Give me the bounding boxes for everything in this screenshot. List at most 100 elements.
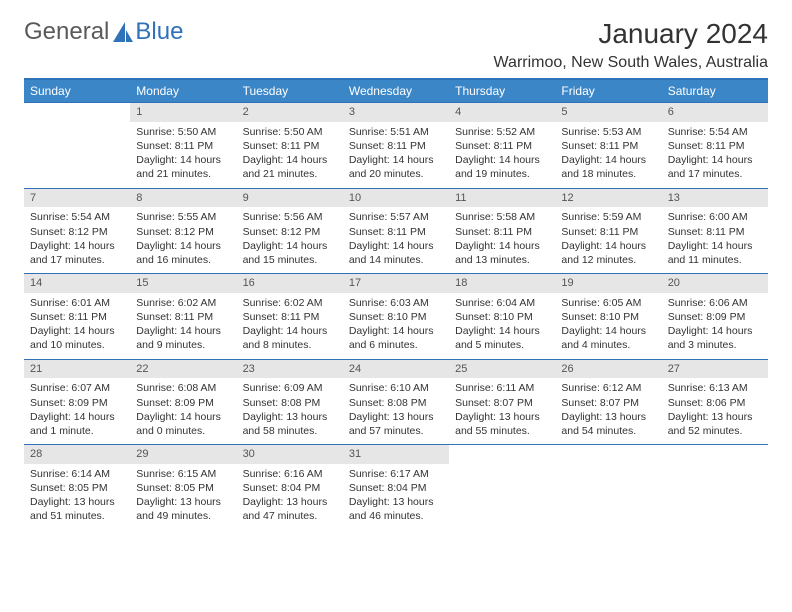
daylight-text-2: and 46 minutes. <box>349 509 443 523</box>
daylight-text-2: and 0 minutes. <box>136 424 230 438</box>
calendar-day-cell: 1Sunrise: 5:50 AMSunset: 8:11 PMDaylight… <box>130 103 236 188</box>
day-body: Sunrise: 5:57 AMSunset: 8:11 PMDaylight:… <box>343 207 449 273</box>
calendar-week-row: 1Sunrise: 5:50 AMSunset: 8:11 PMDaylight… <box>24 102 768 188</box>
daylight-text-2: and 17 minutes. <box>668 167 762 181</box>
sunrise-text: Sunrise: 6:14 AM <box>30 467 124 481</box>
calendar-day-cell: 14Sunrise: 6:01 AMSunset: 8:11 PMDayligh… <box>24 274 130 359</box>
sunrise-text: Sunrise: 5:50 AM <box>136 125 230 139</box>
daylight-text-1: Daylight: 14 hours <box>136 239 230 253</box>
sail-icon <box>111 20 135 44</box>
daylight-text-2: and 51 minutes. <box>30 509 124 523</box>
day-number: 14 <box>24 274 130 293</box>
day-body: Sunrise: 5:51 AMSunset: 8:11 PMDaylight:… <box>343 122 449 188</box>
sunset-text: Sunset: 8:11 PM <box>668 139 762 153</box>
daylight-text-2: and 1 minute. <box>30 424 124 438</box>
sunrise-text: Sunrise: 5:53 AM <box>561 125 655 139</box>
calendar-day-cell: 29Sunrise: 6:15 AMSunset: 8:05 PMDayligh… <box>130 445 236 530</box>
sunset-text: Sunset: 8:08 PM <box>243 396 337 410</box>
daylight-text-2: and 13 minutes. <box>455 253 549 267</box>
day-body: Sunrise: 6:12 AMSunset: 8:07 PMDaylight:… <box>555 378 661 444</box>
daylight-text-2: and 17 minutes. <box>30 253 124 267</box>
day-number: 10 <box>343 189 449 208</box>
day-body: Sunrise: 6:02 AMSunset: 8:11 PMDaylight:… <box>130 293 236 359</box>
day-number: 19 <box>555 274 661 293</box>
sunrise-text: Sunrise: 6:07 AM <box>30 381 124 395</box>
day-body: Sunrise: 5:56 AMSunset: 8:12 PMDaylight:… <box>237 207 343 273</box>
sunrise-text: Sunrise: 6:06 AM <box>668 296 762 310</box>
day-body: Sunrise: 6:11 AMSunset: 8:07 PMDaylight:… <box>449 378 555 444</box>
day-number: 30 <box>237 445 343 464</box>
daylight-text-1: Daylight: 14 hours <box>561 324 655 338</box>
calendar-day-cell <box>449 445 555 530</box>
sunrise-text: Sunrise: 6:00 AM <box>668 210 762 224</box>
daylight-text-1: Daylight: 14 hours <box>30 239 124 253</box>
day-number: 11 <box>449 189 555 208</box>
sunrise-text: Sunrise: 5:57 AM <box>349 210 443 224</box>
calendar-header-row: SundayMondayTuesdayWednesdayThursdayFrid… <box>24 80 768 102</box>
sunrise-text: Sunrise: 5:54 AM <box>30 210 124 224</box>
sunrise-text: Sunrise: 6:17 AM <box>349 467 443 481</box>
sunrise-text: Sunrise: 5:50 AM <box>243 125 337 139</box>
calendar-day-cell: 13Sunrise: 6:00 AMSunset: 8:11 PMDayligh… <box>662 189 768 274</box>
day-body: Sunrise: 6:13 AMSunset: 8:06 PMDaylight:… <box>662 378 768 444</box>
calendar-day-cell: 18Sunrise: 6:04 AMSunset: 8:10 PMDayligh… <box>449 274 555 359</box>
sunrise-text: Sunrise: 6:03 AM <box>349 296 443 310</box>
sunset-text: Sunset: 8:07 PM <box>561 396 655 410</box>
calendar-week-row: 14Sunrise: 6:01 AMSunset: 8:11 PMDayligh… <box>24 273 768 359</box>
sunset-text: Sunset: 8:11 PM <box>455 139 549 153</box>
sunset-text: Sunset: 8:04 PM <box>243 481 337 495</box>
topbar: General Blue January 2024 Warrimoo, New … <box>24 18 768 72</box>
day-body: Sunrise: 5:54 AMSunset: 8:11 PMDaylight:… <box>662 122 768 188</box>
daylight-text-2: and 5 minutes. <box>455 338 549 352</box>
sunrise-text: Sunrise: 6:10 AM <box>349 381 443 395</box>
day-number: 27 <box>662 360 768 379</box>
day-number: 31 <box>343 445 449 464</box>
sunset-text: Sunset: 8:11 PM <box>455 225 549 239</box>
calendar-day-cell: 3Sunrise: 5:51 AMSunset: 8:11 PMDaylight… <box>343 103 449 188</box>
daylight-text-2: and 4 minutes. <box>561 338 655 352</box>
sunrise-text: Sunrise: 5:59 AM <box>561 210 655 224</box>
calendar-day-cell: 9Sunrise: 5:56 AMSunset: 8:12 PMDaylight… <box>237 189 343 274</box>
daylight-text-1: Daylight: 14 hours <box>136 153 230 167</box>
sunrise-text: Sunrise: 6:15 AM <box>136 467 230 481</box>
calendar-day-cell: 22Sunrise: 6:08 AMSunset: 8:09 PMDayligh… <box>130 360 236 445</box>
day-number: 16 <box>237 274 343 293</box>
daylight-text-2: and 21 minutes. <box>136 167 230 181</box>
calendar-day-cell: 26Sunrise: 6:12 AMSunset: 8:07 PMDayligh… <box>555 360 661 445</box>
daylight-text-2: and 20 minutes. <box>349 167 443 181</box>
calendar-day-cell: 17Sunrise: 6:03 AMSunset: 8:10 PMDayligh… <box>343 274 449 359</box>
daylight-text-1: Daylight: 14 hours <box>668 239 762 253</box>
day-number: 17 <box>343 274 449 293</box>
daylight-text-1: Daylight: 14 hours <box>243 239 337 253</box>
daylight-text-1: Daylight: 14 hours <box>668 153 762 167</box>
sunset-text: Sunset: 8:07 PM <box>455 396 549 410</box>
daylight-text-2: and 19 minutes. <box>455 167 549 181</box>
daylight-text-1: Daylight: 14 hours <box>455 239 549 253</box>
calendar-header-cell: Monday <box>130 80 236 102</box>
daylight-text-1: Daylight: 13 hours <box>243 495 337 509</box>
day-number: 7 <box>24 189 130 208</box>
daylight-text-1: Daylight: 13 hours <box>455 410 549 424</box>
day-body: Sunrise: 6:10 AMSunset: 8:08 PMDaylight:… <box>343 378 449 444</box>
sunset-text: Sunset: 8:12 PM <box>136 225 230 239</box>
daylight-text-1: Daylight: 14 hours <box>30 410 124 424</box>
month-title: January 2024 <box>494 18 768 50</box>
brand-word-2: Blue <box>135 18 183 46</box>
sunset-text: Sunset: 8:12 PM <box>30 225 124 239</box>
daylight-text-2: and 49 minutes. <box>136 509 230 523</box>
day-body: Sunrise: 6:07 AMSunset: 8:09 PMDaylight:… <box>24 378 130 444</box>
day-number: 21 <box>24 360 130 379</box>
sunset-text: Sunset: 8:11 PM <box>243 310 337 324</box>
daylight-text-1: Daylight: 14 hours <box>668 324 762 338</box>
sunset-text: Sunset: 8:09 PM <box>668 310 762 324</box>
calendar-day-cell <box>24 103 130 188</box>
daylight-text-1: Daylight: 13 hours <box>349 495 443 509</box>
calendar-day-cell: 25Sunrise: 6:11 AMSunset: 8:07 PMDayligh… <box>449 360 555 445</box>
calendar-day-cell: 8Sunrise: 5:55 AMSunset: 8:12 PMDaylight… <box>130 189 236 274</box>
calendar-day-cell: 19Sunrise: 6:05 AMSunset: 8:10 PMDayligh… <box>555 274 661 359</box>
sunrise-text: Sunrise: 5:52 AM <box>455 125 549 139</box>
day-number: 29 <box>130 445 236 464</box>
sunrise-text: Sunrise: 6:09 AM <box>243 381 337 395</box>
sunset-text: Sunset: 8:11 PM <box>30 310 124 324</box>
daylight-text-1: Daylight: 13 hours <box>243 410 337 424</box>
